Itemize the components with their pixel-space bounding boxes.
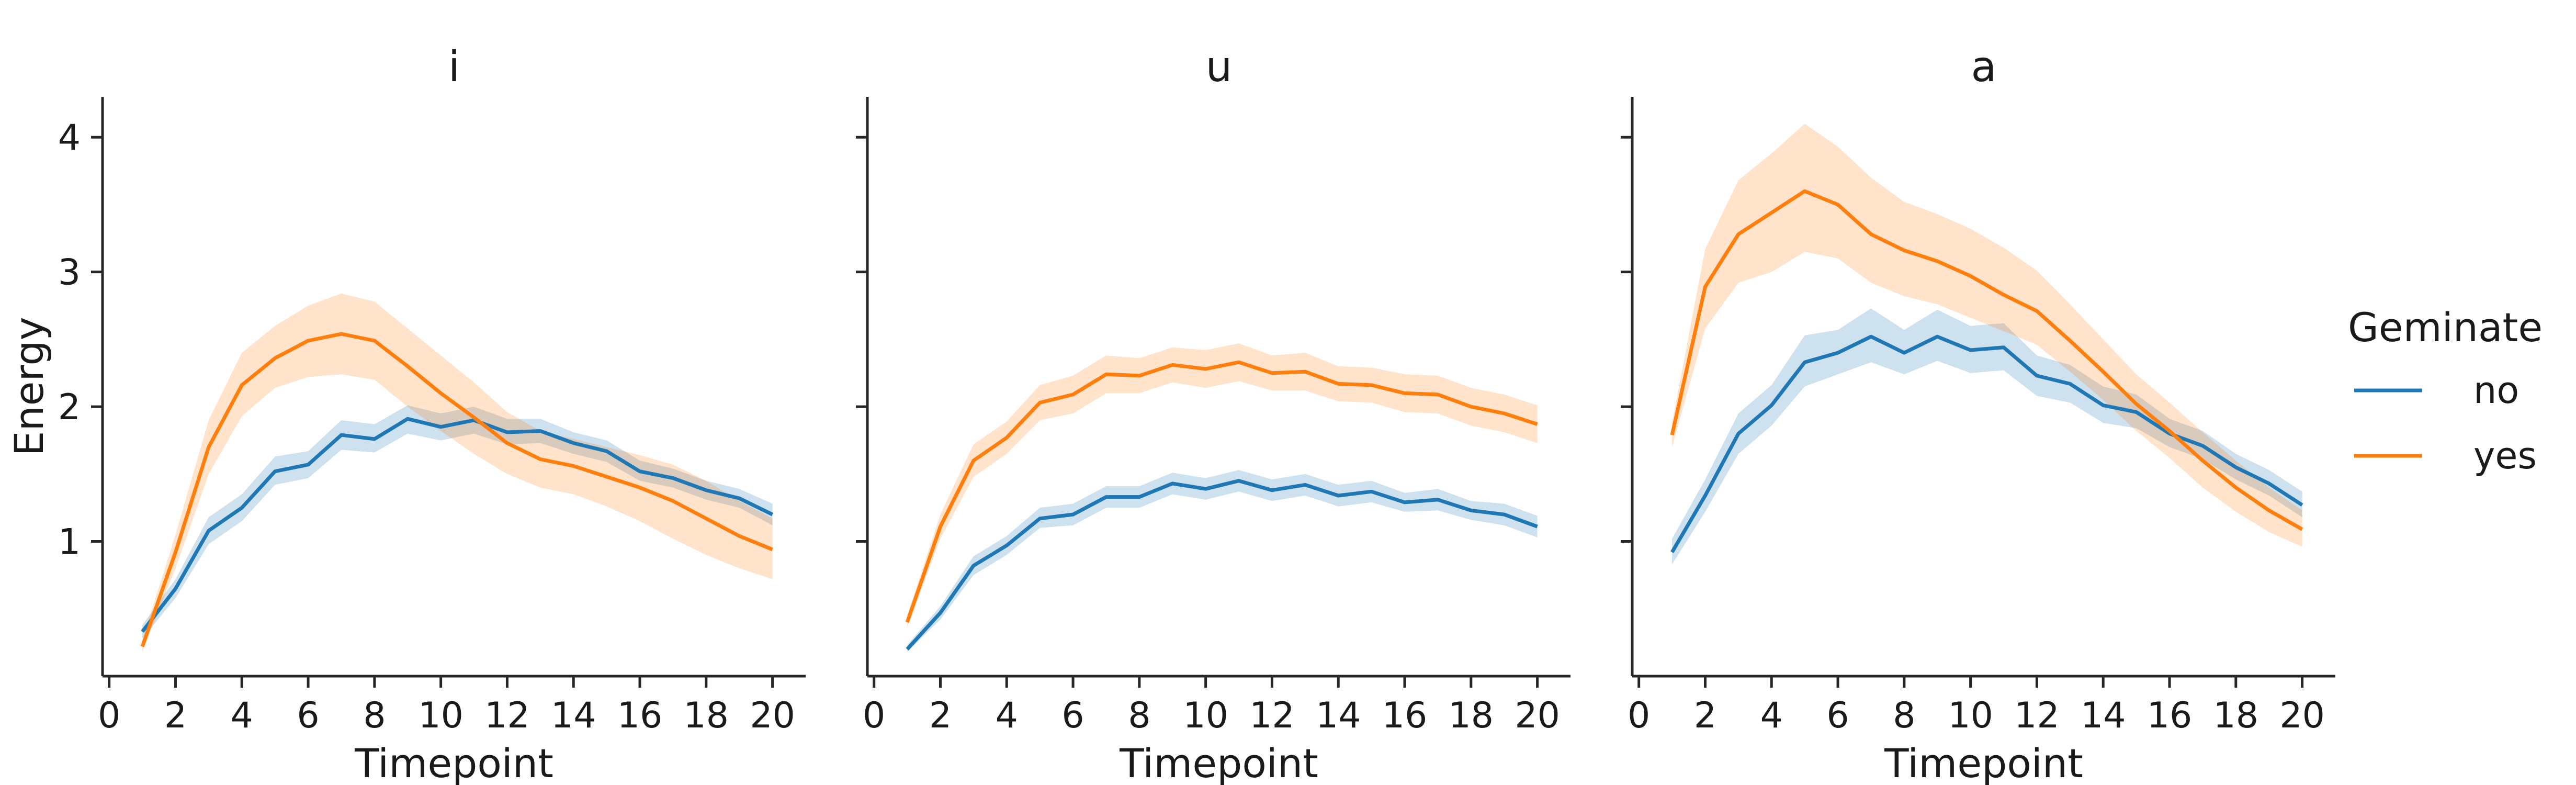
legend-label-no: no — [2473, 369, 2519, 412]
facet-a: 0 2 4 6 8 10 12 14 16 18 20 a Timepoint — [1621, 42, 2335, 785]
x-tick-label: 0 — [1628, 695, 1650, 736]
x-tick-label: 12 — [2014, 695, 2060, 736]
y-axis-title: Energy — [6, 317, 52, 456]
series-line-yes — [1670, 189, 2303, 531]
series-line-no — [1670, 334, 2303, 553]
y-tick-label: 4 — [58, 117, 81, 159]
x-tick-label: 6 — [297, 695, 319, 736]
x-tick-label: 14 — [551, 695, 596, 736]
y-tick-label: 3 — [58, 252, 81, 294]
x-tick-label: 10 — [418, 695, 464, 736]
x-tick-label: 2 — [929, 695, 952, 736]
x-axis-title: Timepoint — [354, 740, 553, 785]
x-tick-label: 16 — [2147, 695, 2193, 736]
x-tick-label: 10 — [1948, 695, 1993, 736]
series-line-yes — [905, 360, 1538, 623]
x-tick-label: 0 — [863, 695, 885, 736]
legend-entry-yes: yes — [2354, 434, 2537, 477]
x-tick-label: 12 — [1249, 695, 1295, 736]
x-tick-label: 10 — [1183, 695, 1228, 736]
x-tick-label: 18 — [1449, 695, 1494, 736]
x-tick-label: 2 — [1694, 695, 1716, 736]
y-tick-label: 1 — [58, 522, 81, 563]
facet-title: i — [448, 42, 460, 91]
x-axis-title: Timepoint — [1119, 740, 1318, 785]
x-tick-label: 14 — [2081, 695, 2126, 736]
x-tick-label: 4 — [996, 695, 1018, 736]
x-tick-label: 12 — [484, 695, 530, 736]
x-tick-label: 20 — [2279, 695, 2325, 736]
series-line-no — [906, 479, 1538, 651]
x-tick-label: 18 — [2213, 695, 2259, 736]
x-tick-label: 8 — [1893, 695, 1915, 736]
x-tick-label: 6 — [1061, 695, 1084, 736]
x-tick-label: 4 — [231, 695, 253, 736]
x-tick-label: 14 — [1316, 695, 1361, 736]
ci-band-no — [142, 405, 773, 638]
y-tick-label: 2 — [58, 387, 81, 428]
ci-band-no — [907, 470, 1538, 652]
legend-entry-no: no — [2354, 369, 2519, 412]
x-tick-label: 2 — [164, 695, 187, 736]
ci-band-no — [1672, 308, 2302, 565]
facet-u: 0 2 4 6 8 10 12 14 16 18 20 u Timepoint — [856, 42, 1571, 785]
x-tick-label: 8 — [1128, 695, 1150, 736]
x-tick-label: 16 — [617, 695, 663, 736]
ci-band-yes — [142, 293, 773, 652]
x-tick-label: 4 — [1760, 695, 1783, 736]
x-tick-label: 8 — [363, 695, 386, 736]
facet-title: a — [1971, 42, 1996, 91]
ci-band-yes — [907, 343, 1538, 628]
x-tick-label: 20 — [1515, 695, 1560, 736]
series-line-no — [141, 417, 774, 633]
x-tick-label: 6 — [1826, 695, 1849, 736]
x-tick-label: 16 — [1382, 695, 1428, 736]
legend-title: Geminate — [2348, 304, 2543, 351]
x-tick-label: 0 — [98, 695, 120, 736]
x-axis-title: Timepoint — [1884, 740, 2083, 785]
ci-band-yes — [1672, 124, 2302, 547]
legend-label-yes: yes — [2473, 434, 2537, 477]
x-tick-label: 18 — [684, 695, 729, 736]
series-line-yes — [140, 332, 773, 647]
legend: Geminate no yes — [2348, 304, 2543, 477]
x-tick-label: 20 — [750, 695, 795, 736]
facet-title: u — [1206, 42, 1233, 91]
